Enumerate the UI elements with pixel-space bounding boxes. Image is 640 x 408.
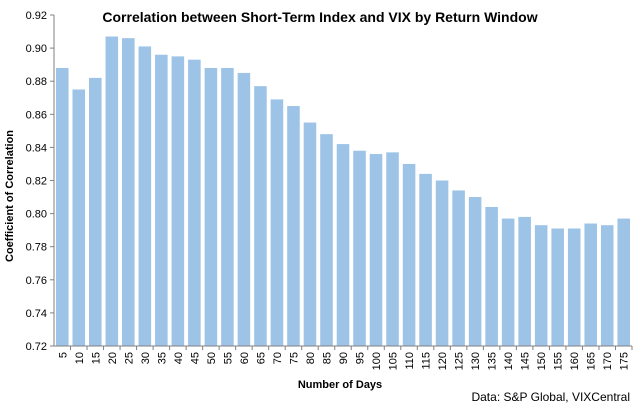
x-tick-label-5: 5 bbox=[57, 352, 69, 358]
x-tick-label-115: 115 bbox=[421, 352, 433, 370]
bar-160 bbox=[567, 228, 581, 346]
y-axis-label: Coefficient of Correlation bbox=[4, 130, 16, 262]
bar-175 bbox=[617, 218, 631, 346]
bar-25 bbox=[122, 38, 135, 347]
x-tick-label-165: 165 bbox=[586, 352, 598, 370]
y-tick-label: 0.78 bbox=[26, 242, 47, 254]
bar-150 bbox=[534, 225, 548, 346]
x-tick-label-100: 100 bbox=[371, 352, 383, 370]
bar-130 bbox=[468, 197, 482, 346]
x-tick-label-160: 160 bbox=[569, 352, 581, 370]
bar-145 bbox=[518, 216, 531, 346]
x-tick-label-90: 90 bbox=[338, 352, 350, 364]
x-tick-label-50: 50 bbox=[206, 352, 218, 364]
bar-95 bbox=[353, 150, 366, 346]
x-tick-label-60: 60 bbox=[239, 352, 251, 364]
y-tick-label: 0.74 bbox=[26, 308, 47, 320]
x-tick-label-85: 85 bbox=[321, 352, 333, 364]
y-tick-label: 0.88 bbox=[26, 76, 47, 88]
source-note: Data: S&P Global, VIXCentral bbox=[471, 390, 630, 404]
bar-105 bbox=[386, 152, 399, 346]
y-tick-label: 0.76 bbox=[26, 275, 47, 287]
x-tick-label-75: 75 bbox=[288, 352, 300, 364]
bar-155 bbox=[551, 228, 564, 346]
bar-65 bbox=[254, 86, 267, 346]
chart-title: Correlation between Short-Term Index and… bbox=[102, 9, 537, 25]
x-tick-label-155: 155 bbox=[553, 352, 565, 370]
bar-90 bbox=[336, 144, 350, 346]
bar-75 bbox=[287, 106, 300, 347]
y-tick-label: 0.80 bbox=[26, 209, 47, 221]
bar-125 bbox=[452, 190, 465, 346]
bar-45 bbox=[188, 59, 201, 347]
x-tick-label-20: 20 bbox=[107, 352, 119, 364]
bar-5 bbox=[55, 67, 69, 347]
bar-165 bbox=[584, 223, 597, 346]
x-tick-label-105: 105 bbox=[388, 352, 400, 370]
y-tick-label: 0.86 bbox=[26, 109, 47, 121]
y-tick-label: 0.82 bbox=[26, 176, 47, 188]
x-tick-label-40: 40 bbox=[173, 352, 185, 364]
x-tick-label-25: 25 bbox=[123, 352, 135, 364]
x-tick-label-70: 70 bbox=[272, 352, 284, 364]
y-tick-label: 0.90 bbox=[26, 43, 47, 55]
x-tick-label-10: 10 bbox=[74, 352, 86, 364]
bar-120 bbox=[435, 180, 449, 346]
bar-115 bbox=[419, 173, 432, 346]
x-tick-label-45: 45 bbox=[189, 352, 201, 364]
bar-50 bbox=[204, 67, 218, 347]
bar-85 bbox=[320, 134, 333, 346]
bars-group bbox=[55, 36, 631, 347]
x-tick-label-145: 145 bbox=[520, 352, 532, 370]
bar-80 bbox=[303, 122, 317, 346]
bar-20 bbox=[105, 36, 119, 346]
y-tick-label: 0.84 bbox=[26, 142, 47, 154]
x-tick-label-15: 15 bbox=[90, 352, 102, 364]
y-axis: 0.72 0.74 0.76 0.78 0.80 0.82 0.84 0.86 0.88 0.90… bbox=[26, 10, 54, 353]
x-axis: 5 10 15 20 25 30 35 40 45 50 55 60 65 70 75 80 85 90 95 100… bbox=[57, 346, 633, 370]
bar-170 bbox=[600, 225, 614, 346]
x-tick-label-120: 120 bbox=[437, 352, 449, 370]
y-tick-label: 0.92 bbox=[26, 10, 47, 22]
x-tick-label-80: 80 bbox=[305, 352, 317, 364]
x-tick-label-30: 30 bbox=[140, 352, 152, 364]
bar-60 bbox=[237, 72, 251, 347]
x-tick-label-35: 35 bbox=[156, 352, 168, 364]
x-tick-label-130: 130 bbox=[470, 352, 482, 370]
y-tick-label: 0.72 bbox=[26, 341, 47, 353]
x-tick-label-140: 140 bbox=[503, 352, 515, 370]
bar-55 bbox=[221, 67, 234, 347]
x-tick-label-125: 125 bbox=[454, 352, 466, 370]
bar-70 bbox=[270, 99, 284, 346]
x-tick-label-175: 175 bbox=[619, 352, 631, 370]
bar-40 bbox=[171, 56, 185, 346]
bar-30 bbox=[138, 46, 152, 346]
bar-100 bbox=[369, 154, 383, 346]
x-axis-label: Number of Days bbox=[298, 379, 382, 391]
x-tick-label-65: 65 bbox=[255, 352, 267, 364]
bar-10 bbox=[72, 89, 86, 346]
x-tick-label-110: 110 bbox=[404, 352, 416, 370]
bar-135 bbox=[485, 206, 498, 346]
bar-15 bbox=[89, 77, 102, 346]
x-tick-label-150: 150 bbox=[536, 352, 548, 370]
x-tick-label-135: 135 bbox=[487, 352, 499, 370]
x-tick-label-95: 95 bbox=[355, 352, 367, 364]
x-tick-label-170: 170 bbox=[602, 352, 614, 370]
bar-140 bbox=[501, 218, 515, 346]
bar-35 bbox=[155, 54, 168, 346]
x-tick-label-55: 55 bbox=[222, 352, 234, 364]
bar-110 bbox=[402, 163, 416, 346]
